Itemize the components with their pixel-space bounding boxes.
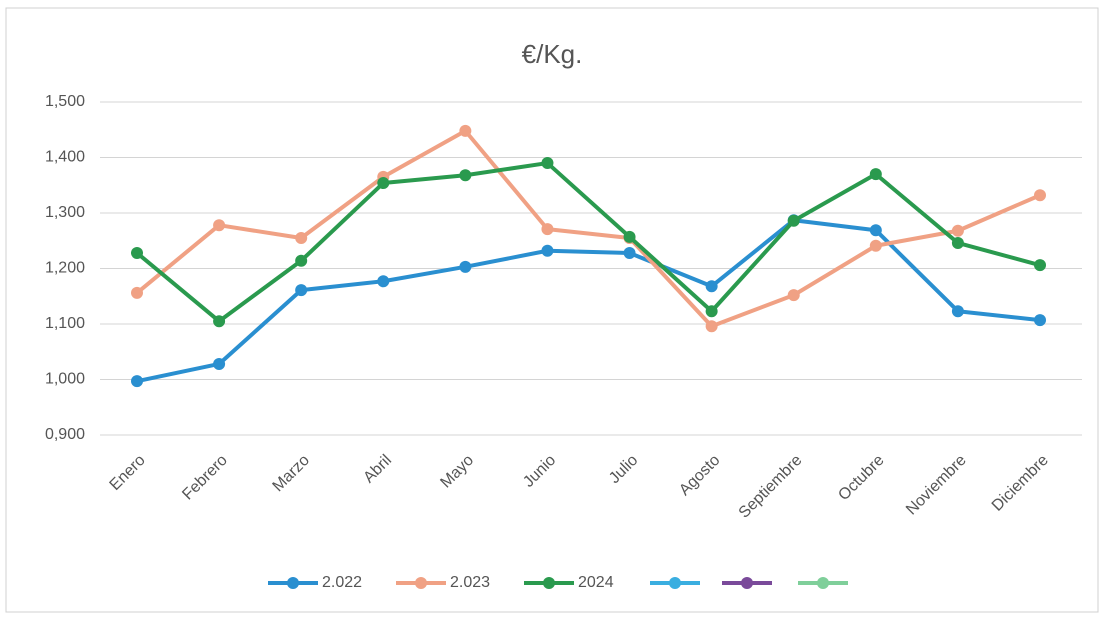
data-point [951,236,964,249]
data-point [705,320,718,333]
data-point [131,375,143,388]
data-point [213,315,226,328]
data-point [1034,189,1046,202]
data-point [705,280,718,293]
data-point [787,289,800,302]
y-tick-label: 1,300 [45,204,85,221]
data-point [377,275,390,288]
data-point [377,177,390,190]
series [131,157,1046,328]
data-point [213,357,226,370]
legend-label: 2024 [578,574,614,591]
legend-label: 2.023 [450,574,490,591]
series-line [135,128,1041,329]
legend-marker [415,577,427,589]
data-point [869,168,882,181]
data-point [459,124,472,137]
data-point [623,230,636,243]
legend-marker [543,577,555,589]
data-point [705,305,718,318]
data-point [541,223,554,236]
data-point [1034,259,1046,272]
data-point [131,286,143,299]
legend-marker [669,577,681,589]
y-tick-label: 0,900 [45,426,85,443]
y-tick-label: 1,200 [45,260,85,277]
data-point [295,284,308,297]
data-point [131,246,143,259]
data-point [869,239,882,252]
y-tick-label: 1,400 [45,149,85,166]
y-tick-label: 1,500 [45,93,85,110]
data-point [213,219,226,232]
legend-extra [650,577,848,589]
data-point [1034,314,1046,327]
data-point [459,169,472,182]
data-point [295,254,308,267]
data-point [869,224,882,237]
chart-title: €/Kg. [522,39,583,69]
chart-frame [5,7,1099,613]
data-point [541,157,554,170]
data-point [951,305,964,318]
data-point [951,224,964,237]
y-tick-label: 1,000 [45,371,85,388]
series-line [135,161,1041,324]
legend-marker [741,577,753,589]
data-point [541,244,554,257]
legend-label: 2.022 [322,574,362,591]
data-point [459,260,472,273]
data-point [295,231,308,244]
legend-marker [817,577,829,589]
y-tick-label: 1,100 [45,315,85,332]
legend-marker [287,577,299,589]
data-point [787,214,800,227]
data-point [623,246,636,259]
